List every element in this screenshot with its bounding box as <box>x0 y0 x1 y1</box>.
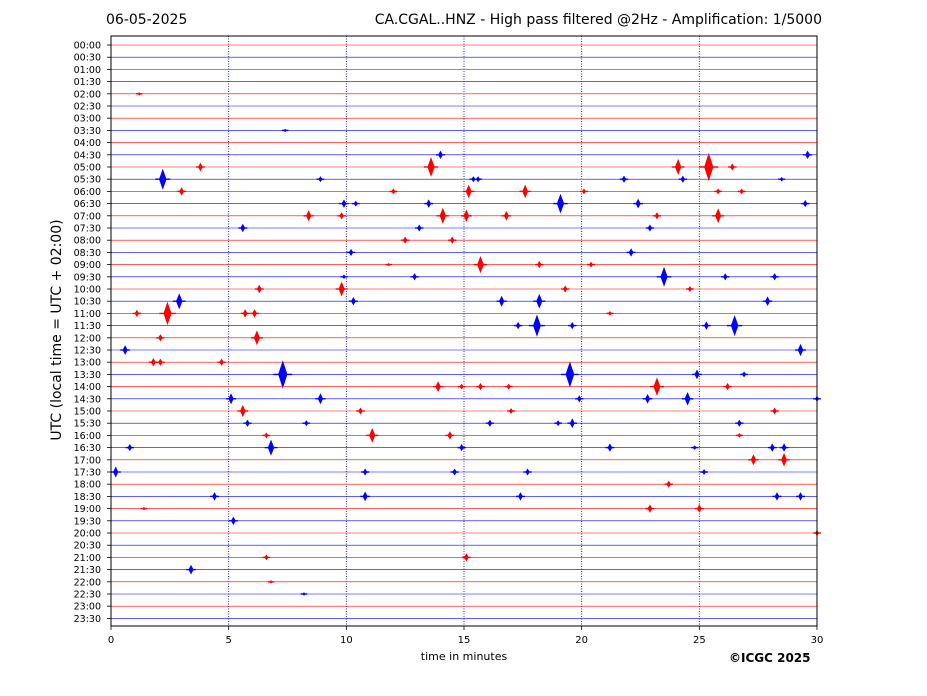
y-tick-label: 00:00 <box>74 41 101 52</box>
y-tick-label: 14:30 <box>74 394 101 405</box>
y-tick-label: 10:00 <box>74 285 101 296</box>
y-tick-label: 22:00 <box>74 577 101 588</box>
y-tick-label: 02:00 <box>74 89 101 100</box>
x-tick-label: 15 <box>458 635 471 646</box>
y-tick-label: 21:30 <box>74 565 101 576</box>
y-tick-label: 07:00 <box>74 211 101 222</box>
y-tick-label: 16:00 <box>74 431 101 442</box>
y-tick-label: 04:00 <box>74 138 101 149</box>
y-tick-label: 03:00 <box>74 114 101 125</box>
y-tick-label: 18:00 <box>74 480 101 491</box>
x-tick-label: 25 <box>693 635 706 646</box>
y-tick-label: 17:00 <box>74 455 101 466</box>
y-tick-label: 13:30 <box>74 370 101 381</box>
y-tick-label: 14:00 <box>74 382 101 393</box>
y-tick-label: 18:30 <box>74 492 101 503</box>
y-tick-label: 01:00 <box>74 65 101 76</box>
x-tick-label: 30 <box>811 635 824 646</box>
y-tick-label: 17:30 <box>74 468 101 479</box>
y-tick-label: 15:00 <box>74 407 101 418</box>
x-tick-label: 5 <box>225 635 231 646</box>
y-tick-label: 22:30 <box>74 590 101 601</box>
y-tick-label: 23:30 <box>74 614 101 625</box>
chart-title: CA.CGAL..HNZ - High pass filtered @2Hz -… <box>374 12 822 28</box>
y-tick-label: 01:30 <box>74 77 101 88</box>
x-tick-label: 20 <box>575 635 588 646</box>
y-tick-label: 05:00 <box>74 163 101 174</box>
y-tick-label: 15:30 <box>74 419 101 430</box>
x-axis-label: time in minutes <box>420 650 508 663</box>
y-tick-label: 04:30 <box>74 150 101 161</box>
y-tick-label: 00:30 <box>74 53 101 64</box>
y-tick-label: 21:00 <box>74 553 101 564</box>
x-tick-label: 0 <box>108 635 114 646</box>
y-tick-label: 19:00 <box>74 504 101 515</box>
y-tick-label: 09:30 <box>74 272 101 283</box>
y-tick-label: 23:00 <box>74 602 101 613</box>
y-tick-label: 03:30 <box>74 126 101 137</box>
y-tick-label: 12:30 <box>74 346 101 357</box>
y-tick-label: 08:00 <box>74 236 101 247</box>
copyright-label: ©ICGC 2025 <box>729 651 811 665</box>
y-tick-label: 13:00 <box>74 358 101 369</box>
y-tick-label: 05:30 <box>74 175 101 186</box>
y-tick-label: 11:30 <box>74 321 101 332</box>
y-tick-label: 11:00 <box>74 309 101 320</box>
y-tick-label: 06:00 <box>74 187 101 198</box>
y-tick-label: 12:00 <box>74 333 101 344</box>
y-tick-label: 08:30 <box>74 248 101 259</box>
y-tick-label: 07:30 <box>74 224 101 235</box>
x-tick-label: 10 <box>340 635 353 646</box>
y-tick-label: 10:30 <box>74 297 101 308</box>
y-tick-label: 19:30 <box>74 516 101 527</box>
y-tick-label: 16:30 <box>74 443 101 454</box>
y-tick-label: 02:30 <box>74 102 101 113</box>
y-tick-label: 06:30 <box>74 199 101 210</box>
date-label: 06-05-2025 <box>106 12 188 28</box>
y-tick-label: 20:00 <box>74 529 101 540</box>
y-tick-label: 09:00 <box>74 260 101 271</box>
y-tick-label: 20:30 <box>74 541 101 552</box>
